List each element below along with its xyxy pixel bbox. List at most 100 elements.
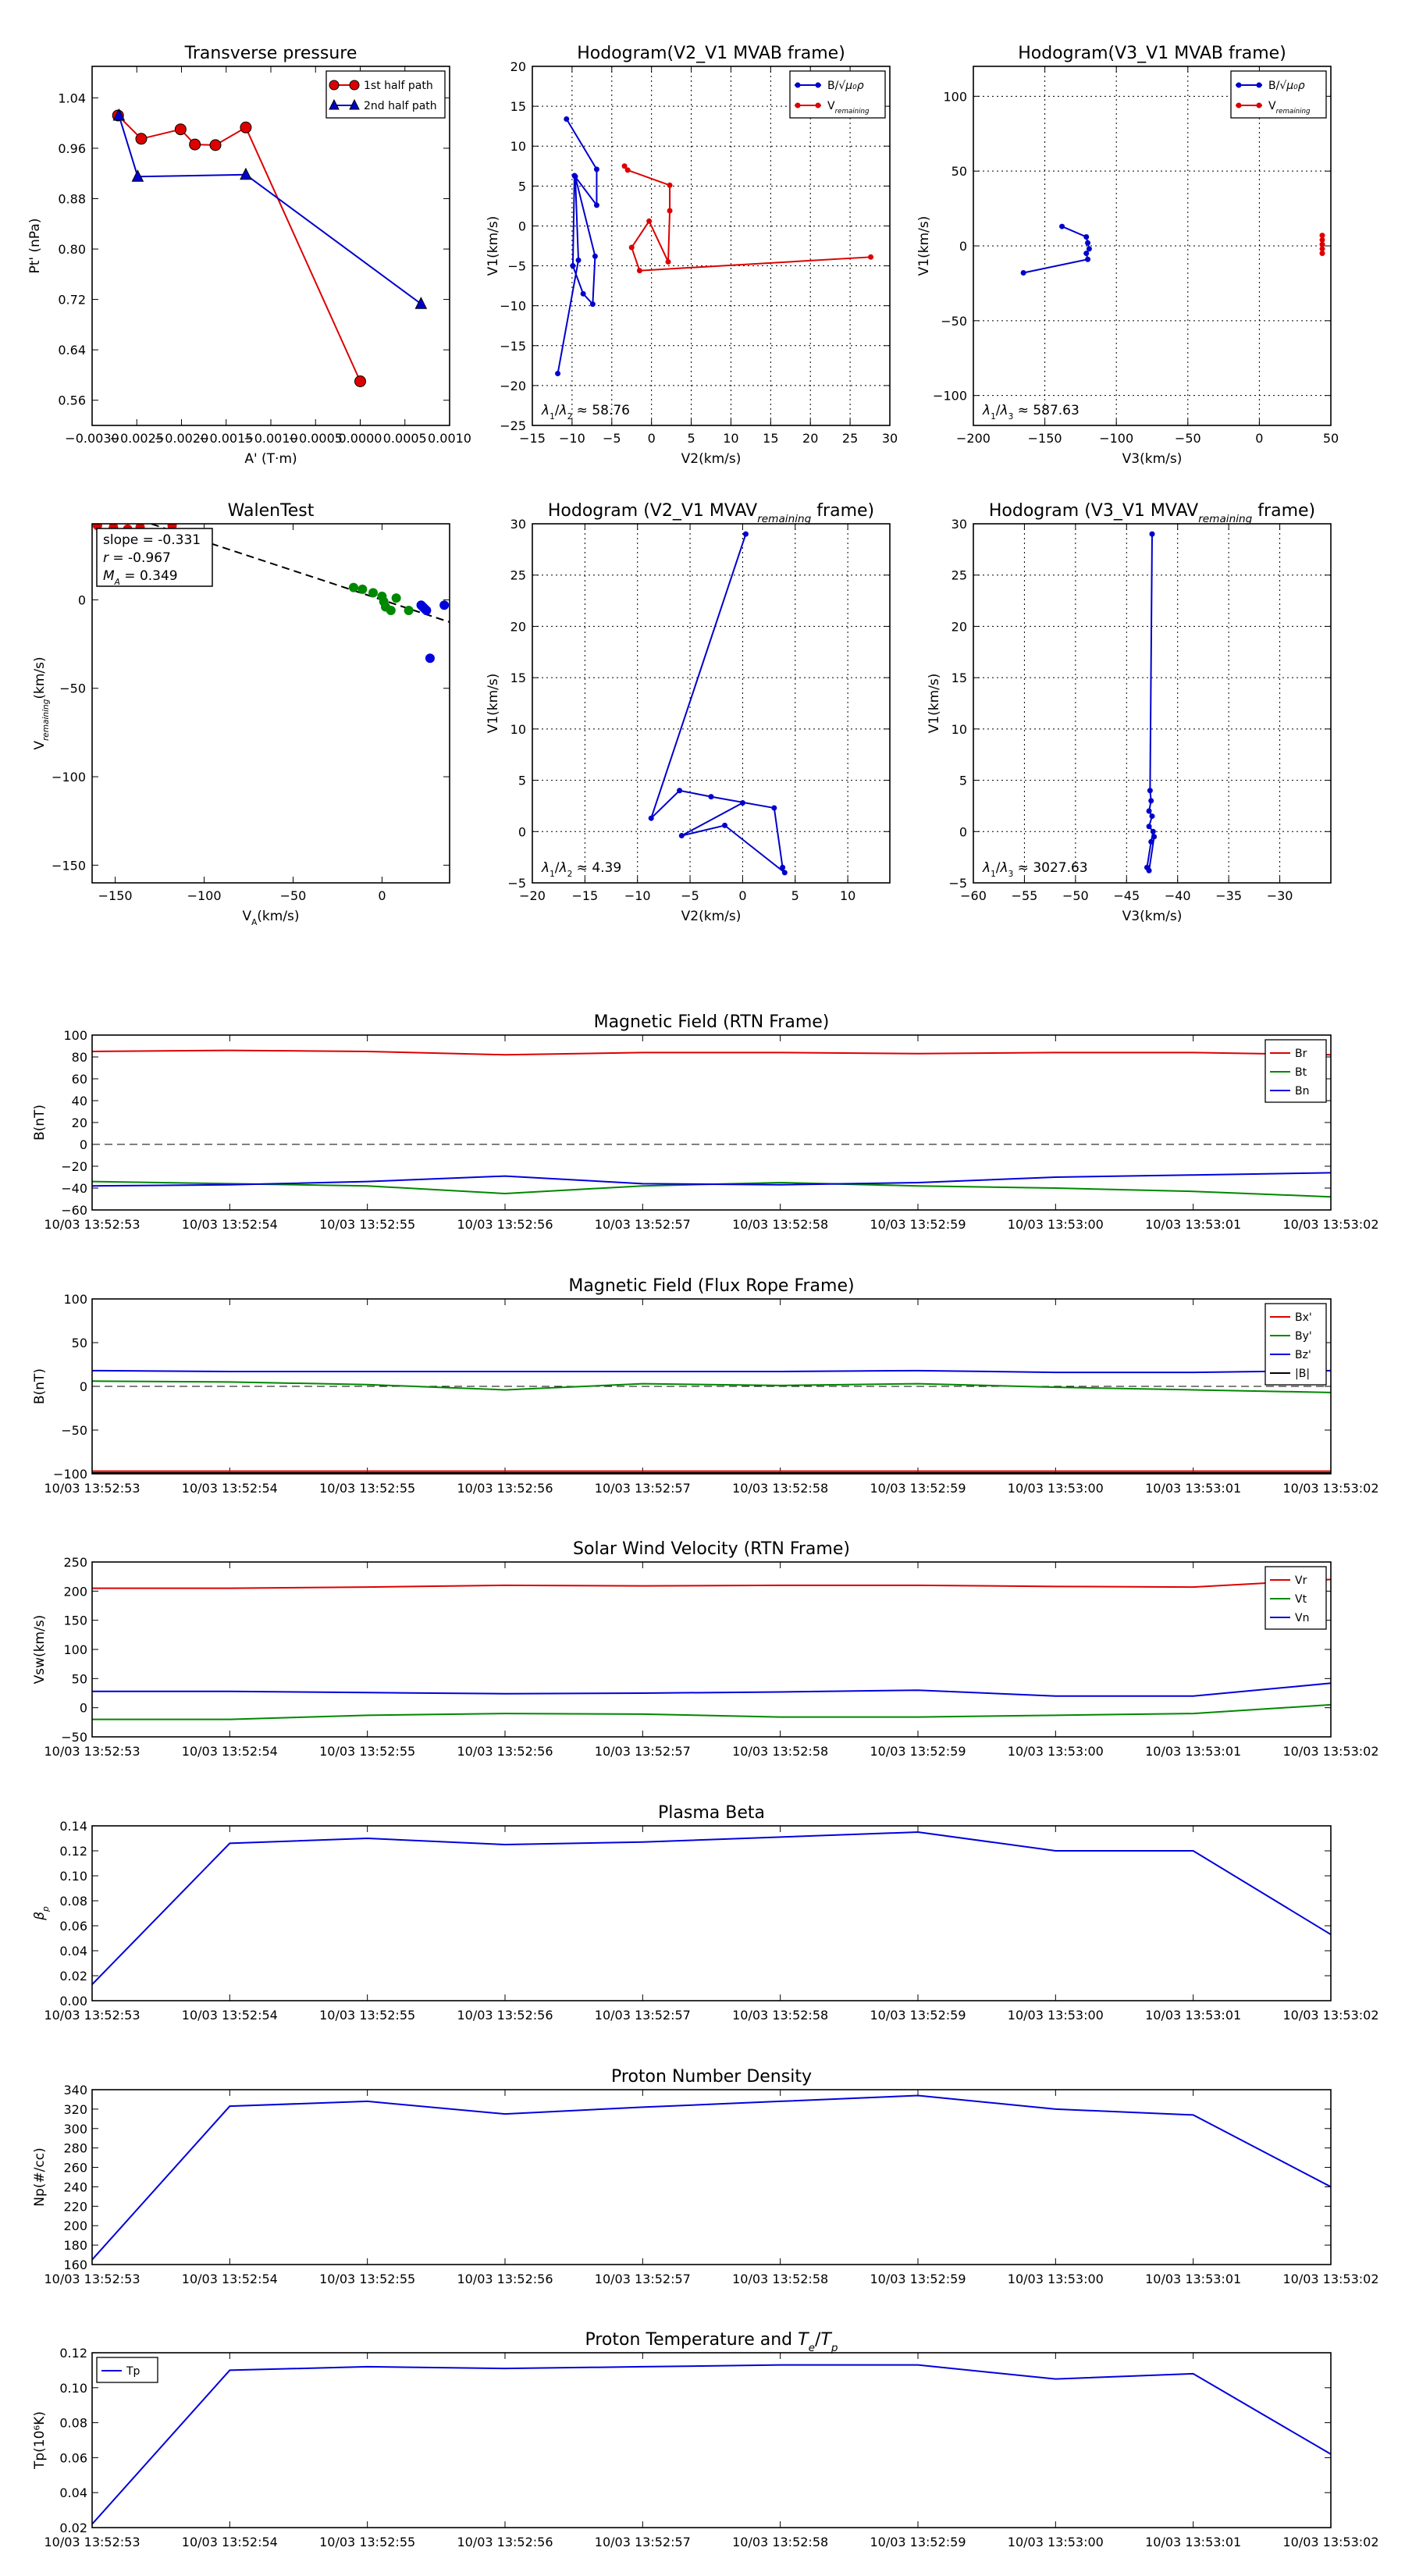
y-tick-label: 50 (951, 164, 967, 179)
time-tick-label: 10/03 13:52:54 (182, 2535, 278, 2549)
y-tick-label: 5 (518, 774, 526, 788)
x-axis-label: A' (T·m) (244, 451, 297, 467)
x-tick-label: −0.0015 (199, 431, 253, 446)
text-span: remaining (1276, 108, 1311, 116)
series-line-Vn (92, 1682, 1332, 1697)
legend-marker (795, 102, 801, 109)
y-tick-label: 25 (510, 568, 526, 583)
x-tick-label: −15 (519, 431, 546, 446)
data-point (646, 218, 653, 224)
chart-beta: 0.00 0.02 0.04 0.06 0.08 0.10 0.12 0.14 10/03 13… (32, 1803, 1379, 2023)
y-tick-label: 320 (63, 2102, 87, 2117)
x-tick-label: −15 (571, 888, 598, 903)
series-line (118, 115, 422, 305)
text-span: remaining (41, 699, 51, 741)
y-tick-label: 0.56 (58, 393, 86, 408)
y-tick-label: 200 (63, 1584, 87, 1599)
data-point (722, 822, 728, 828)
time-tick-label: 10/03 13:53:01 (1145, 2272, 1241, 2286)
x-tick-label: −40 (1165, 888, 1191, 903)
x-tick-label: −50 (280, 888, 307, 903)
time-tick-label: 10/03 13:53:00 (1008, 1744, 1104, 1759)
data-point (555, 371, 561, 377)
chart-hodo_v2v1_mvab: −15 −10 −5 0 5 10 15 20 25 30 −25 −20 −15 −10 −5 0 5 10 15… (486, 44, 898, 467)
y-tick-label: 220 (63, 2199, 87, 2214)
data-point (1149, 813, 1155, 820)
series-line (1023, 226, 1090, 274)
y-tick-label: 0 (78, 592, 86, 607)
data-point (1085, 256, 1091, 262)
text-span: λ (559, 860, 567, 876)
y-tick-label: 260 (63, 2161, 87, 2176)
legend-label: Vt (1295, 1593, 1307, 1606)
text-span: λ (559, 403, 567, 418)
axes-frame (91, 2352, 1332, 2528)
time-tick-label: 10/03 13:52:56 (457, 2008, 553, 2023)
time-tick-label: 10/03 13:53:00 (1008, 1481, 1104, 1496)
y-tick-label: 20 (72, 1115, 87, 1130)
text-span: e (809, 2342, 815, 2354)
data-point (1059, 223, 1065, 229)
chart-hodo_v2v1_mvav: −20 −15 −10 −5 0 5 10 −5 0 5 10 15 20 25 30 Hodogram (V… (486, 501, 891, 924)
data-point (1086, 246, 1092, 252)
axes-frame (91, 1298, 1332, 1475)
x-tick-label: −45 (1113, 888, 1140, 903)
time-tick-label: 10/03 13:53:00 (1008, 2272, 1104, 2286)
text-span: r (103, 550, 109, 566)
text-span: / (555, 860, 560, 876)
x-tick-label: 0.0000 (339, 431, 382, 446)
text-span: 2 (567, 412, 573, 422)
eigen-ratio: λ1/λ3 ≈ 587.63 (982, 403, 1080, 422)
y-axis-label: βp (32, 1906, 51, 1921)
text-span: = -0.967 (108, 550, 171, 566)
time-tick-label: 10/03 13:52:55 (319, 2535, 415, 2549)
text-span: 2 (567, 870, 573, 879)
data-point (739, 799, 745, 806)
text-span: β (32, 1912, 48, 1921)
text-span: Hodogram (V2_V1 MVAV (548, 501, 757, 521)
data-point (665, 258, 671, 265)
legend-marker (1236, 82, 1242, 88)
y-axis-label: B(nT) (32, 1105, 48, 1140)
time-tick-label: 10/03 13:52:55 (319, 1481, 415, 1496)
y-tick-label: −5 (507, 259, 526, 274)
chart-title: Magnetic Field (Flux Rope Frame) (568, 1276, 854, 1296)
data-point (771, 805, 777, 811)
legend-marker (795, 82, 801, 88)
legend-label: Bt (1295, 1066, 1307, 1079)
time-tick-label: 10/03 13:52:57 (595, 2272, 691, 2286)
text-span: (km/s) (32, 656, 48, 699)
data-point (1085, 240, 1091, 246)
y-tick-label: −50 (941, 314, 967, 329)
eigen-ratio: λ1/λ3 ≈ 3027.63 (982, 860, 1088, 879)
y-tick-label: 100 (63, 1028, 87, 1043)
legend-label: Tp (126, 2365, 140, 2378)
data-point (174, 123, 187, 136)
time-tick-label: 10/03 13:52:53 (44, 1744, 140, 1759)
y-tick-label: 0.04 (59, 2485, 87, 2500)
time-tick-label: 10/03 13:52:53 (44, 2272, 140, 2286)
series-line-Np (91, 2094, 1332, 2261)
x-tick-label: 5 (791, 888, 799, 903)
text-span: μ₀ρ (845, 80, 864, 92)
x-tick-label: −10 (624, 888, 651, 903)
time-tick-label: 10/03 13:53:02 (1282, 1744, 1378, 1759)
y-tick-label: 0 (80, 1379, 87, 1394)
time-tick-label: 10/03 13:52:59 (870, 1217, 966, 1232)
walen-point (439, 600, 450, 610)
y-axis-label: Vremaining(km/s) (32, 656, 51, 749)
data-point (624, 167, 631, 173)
y-tick-label: 20 (510, 59, 526, 74)
y-tick-label: 240 (63, 2179, 87, 2194)
text-span: Hodogram (V3_V1 MVAV (989, 501, 1198, 521)
x-tick-label: −30 (1267, 888, 1293, 903)
y-axis-label: Tp(10⁶K) (32, 2411, 48, 2470)
time-tick-label: 10/03 13:52:53 (44, 1481, 140, 1496)
text-span: ≈ 3027.63 (1013, 860, 1087, 876)
walen-point (368, 588, 379, 598)
series-group (648, 531, 788, 876)
y-tick-label: 150 (63, 1614, 87, 1628)
time-tick-label: 10/03 13:53:02 (1282, 2535, 1378, 2549)
time-tick-label: 10/03 13:52:59 (870, 2535, 966, 2549)
y-tick-label: 200 (63, 2218, 87, 2233)
